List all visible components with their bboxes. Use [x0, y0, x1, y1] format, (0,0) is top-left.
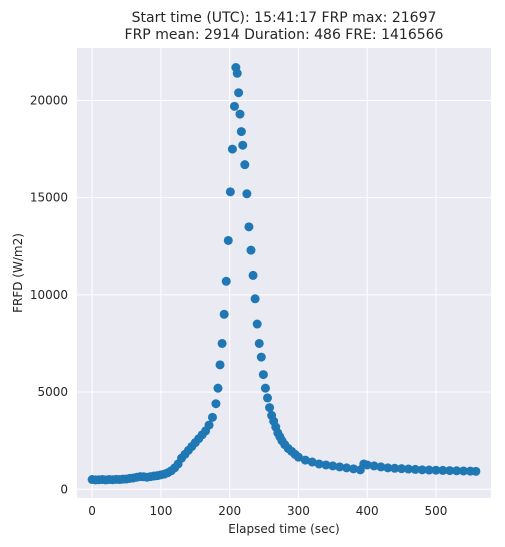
scatter-point [314, 459, 324, 469]
plot-area [77, 48, 491, 498]
y-tick-label: 15000 [30, 191, 68, 205]
scatter-point [362, 460, 372, 470]
scatter-point [256, 352, 266, 362]
scatter-point [397, 464, 407, 474]
scatter-point [213, 383, 223, 393]
scatter-point [424, 465, 434, 475]
scatter-point [232, 68, 242, 78]
scatter-point [265, 403, 275, 413]
y-tick-label: 10000 [30, 288, 68, 302]
scatter-point [240, 160, 250, 170]
scatter-point [215, 360, 225, 370]
scatter-point [458, 466, 468, 476]
scatter-point [246, 245, 256, 255]
scatter-point [252, 319, 262, 329]
scatter-point [236, 127, 246, 137]
chart-subtitle: FRP mean: 2914 Duration: 486 FRE: 141656… [125, 27, 444, 43]
scatter-point [471, 466, 481, 476]
scatter-point [390, 463, 400, 473]
scatter-point [445, 466, 455, 476]
scatter-point [260, 383, 270, 393]
scatter-point [221, 276, 231, 286]
x-tick-label: 500 [425, 504, 448, 518]
y-tick-label: 5000 [37, 385, 68, 399]
scatter-point [342, 463, 352, 473]
scatter-point [229, 101, 239, 111]
x-tick-label: 400 [356, 504, 379, 518]
scatter-point [223, 235, 233, 245]
scatter-point [248, 270, 258, 280]
chart-title: Start time (UTC): 15:41:17 FRP max: 2169… [132, 10, 437, 26]
scatter-point [217, 338, 227, 348]
scatter-point [244, 222, 254, 232]
scatter-point [328, 461, 338, 471]
scatter-point [235, 109, 245, 119]
y-axis-label: FRFD (W/m2) [11, 233, 25, 313]
scatter-point [219, 309, 229, 319]
scatter-point [403, 464, 413, 474]
series-points [87, 62, 481, 485]
scatter-point [417, 465, 427, 475]
scatter-point [348, 464, 358, 474]
scatter-point [383, 463, 393, 473]
scatter-point [293, 452, 303, 462]
scatter-point [410, 464, 420, 474]
scatter-point [321, 460, 331, 470]
scatter-point [242, 189, 252, 199]
scatter-point [452, 466, 462, 476]
x-tick-label: 300 [287, 504, 310, 518]
scatter-point [250, 294, 260, 304]
scatter-point [227, 144, 237, 154]
grid-lines [77, 48, 491, 498]
scatter-point [254, 338, 264, 348]
scatter-point [204, 420, 214, 430]
scatter-point [207, 412, 217, 422]
x-tick-label: 0 [88, 504, 96, 518]
scatter-point [438, 465, 448, 475]
y-tick-label: 20000 [30, 93, 68, 107]
x-axis-label: Elapsed time (sec) [228, 522, 339, 536]
scatter-point [238, 140, 248, 150]
scatter-point [262, 393, 272, 403]
x-tick-label: 100 [149, 504, 172, 518]
x-tick-label: 200 [218, 504, 241, 518]
scatter-point [335, 462, 345, 472]
y-tick-label: 0 [60, 482, 68, 496]
scatter-point [369, 461, 379, 471]
scatter-point [307, 457, 317, 467]
scatter-point [376, 462, 386, 472]
scatter-point [234, 88, 244, 98]
scatter-point [211, 399, 221, 409]
scatter-point [300, 455, 310, 465]
scatter-point [431, 465, 441, 475]
scatter-point [258, 370, 268, 380]
scatter-point [225, 187, 235, 197]
